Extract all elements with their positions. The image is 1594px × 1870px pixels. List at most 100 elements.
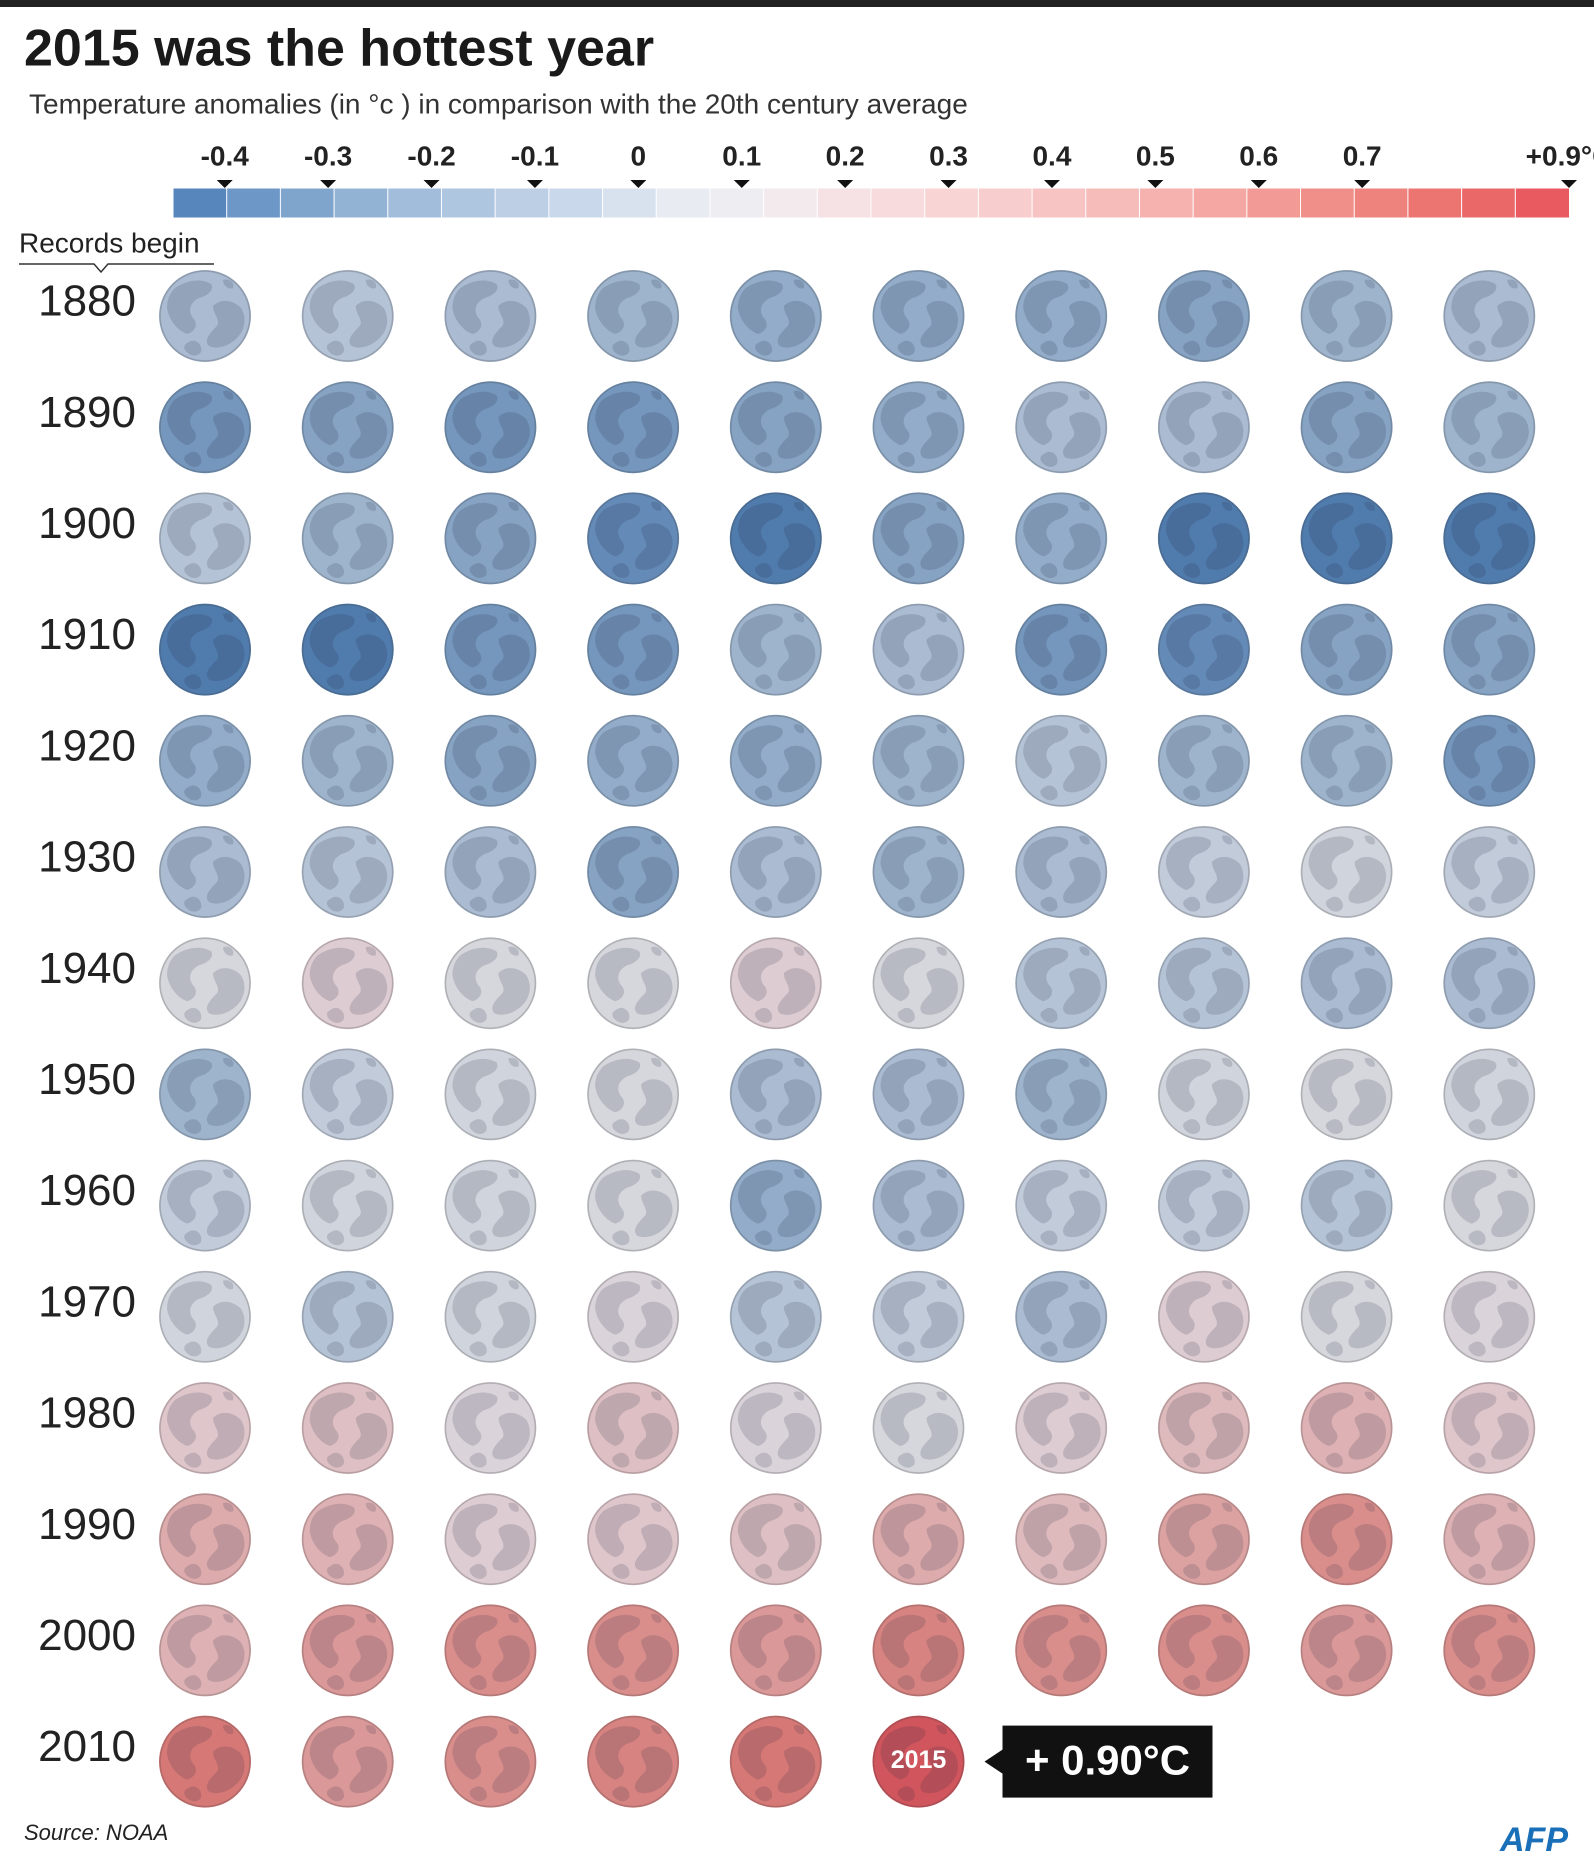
globe-rim (1443, 1048, 1536, 1141)
globe-rim (1158, 1493, 1250, 1585)
globe (587, 381, 680, 474)
globe-rim (444, 715, 537, 807)
globe-rim (587, 1382, 679, 1474)
legend-tick (1561, 180, 1577, 188)
globe (301, 937, 394, 1030)
globe-rim (444, 1493, 537, 1585)
globe-rim (872, 937, 965, 1029)
legend-tick-label: 0.6 (1239, 140, 1278, 171)
legend-cell (387, 187, 443, 219)
row-label: 1940 (38, 944, 136, 993)
globe (587, 1270, 680, 1363)
legend-cell (763, 187, 819, 219)
globe (587, 1715, 680, 1808)
globe (872, 381, 965, 474)
globe (1015, 714, 1108, 807)
globe (1300, 1159, 1393, 1252)
legend-cell (172, 187, 228, 219)
globe (444, 1715, 537, 1808)
globe (872, 270, 965, 362)
globe-rim (872, 826, 965, 918)
globe-rim (1300, 1382, 1393, 1474)
globe (1157, 492, 1250, 585)
legend-tick (837, 180, 854, 188)
globe-rim (587, 492, 679, 585)
globe (872, 826, 965, 918)
globe-rim (444, 1271, 537, 1363)
globe (1300, 603, 1393, 696)
globe-rim (1158, 381, 1250, 473)
legend-cell (494, 187, 550, 219)
globe-rim (1300, 1159, 1393, 1252)
legend-cell (870, 187, 926, 219)
globe-rim (1300, 1493, 1393, 1585)
globe-rim (730, 937, 822, 1029)
globe (301, 492, 394, 585)
globe-rim (444, 1604, 537, 1697)
globe (1015, 270, 1108, 362)
globe-rim (1300, 1604, 1393, 1697)
globe (444, 270, 537, 362)
globe-rim (301, 826, 394, 918)
globe (444, 1270, 537, 1363)
globe (1015, 381, 1108, 474)
globe-rim (1300, 715, 1393, 807)
globe-rim (1443, 826, 1536, 918)
globe (159, 826, 251, 918)
globe-rim (159, 715, 251, 807)
globe (1157, 381, 1250, 474)
globe-rim (1158, 603, 1250, 696)
globe (1443, 1604, 1536, 1697)
globe-rim (730, 270, 822, 362)
globe (1157, 826, 1250, 918)
legend-tick-label: 0.5 (1136, 140, 1175, 171)
globe (872, 1493, 965, 1586)
globe-rim (587, 381, 679, 473)
globe-rim (301, 603, 394, 696)
globe (1015, 1048, 1108, 1141)
globe (1015, 1270, 1108, 1363)
globe (444, 826, 537, 918)
globe (159, 1270, 251, 1363)
globe-rim (1015, 715, 1107, 807)
globe (729, 1493, 822, 1586)
row-label: 2010 (38, 1722, 136, 1771)
callout-text: + 0.90°C (1025, 1737, 1190, 1784)
row-label: 1920 (38, 721, 136, 770)
globe-rim (1300, 1271, 1393, 1363)
legend-tick-label: 0.1 (722, 140, 761, 171)
globe-rim (1443, 937, 1536, 1029)
globe-rim (1015, 1271, 1107, 1363)
legend-cell (226, 187, 282, 219)
legend: -0.4 -0.3 -0.2 -0.1 0 0.1 0.2 0.3 0.4 0.5 0.6 0.7 +0… (172, 140, 1594, 219)
legend-cell (1300, 187, 1356, 219)
globe (1015, 1382, 1108, 1474)
globe-rim (444, 1048, 537, 1141)
globe (1443, 1048, 1536, 1141)
globe-rim (587, 270, 679, 362)
globe-rim (444, 937, 537, 1029)
globe-rim (159, 1493, 251, 1585)
globe (444, 714, 537, 807)
globe (729, 826, 822, 918)
globe-rim (1015, 1493, 1107, 1585)
globe-rim (587, 1604, 679, 1697)
globe (159, 270, 251, 362)
top-rule (0, 0, 1594, 7)
legend-tick (1147, 180, 1164, 188)
globe-rim (301, 381, 394, 473)
globe (1443, 1493, 1536, 1586)
globe (1015, 1159, 1108, 1252)
globe (159, 714, 251, 807)
globe-rim (587, 826, 679, 918)
globe-rim (159, 1382, 251, 1474)
globe-rim (301, 1159, 394, 1252)
globe-rim (872, 1048, 965, 1141)
globe (1300, 1493, 1393, 1586)
globe-rim (872, 603, 965, 696)
globe-rim (1443, 381, 1536, 473)
globe (1300, 381, 1393, 474)
row-label: 1910 (38, 610, 136, 659)
row-label: 1950 (38, 1055, 136, 1104)
globe (1157, 1270, 1250, 1363)
